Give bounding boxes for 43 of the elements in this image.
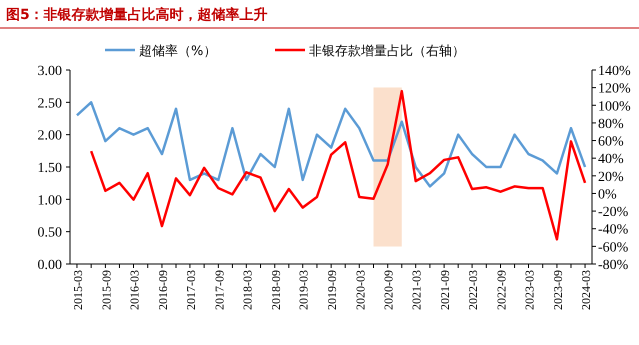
x-tick-label: 2020-03 [353, 270, 368, 310]
y-tick-label: 0.00 [38, 258, 62, 273]
x-tick-label: 2021-03 [410, 270, 424, 310]
x-tick-label: 2023-09 [550, 270, 565, 310]
y2-tick-label: 140% [598, 64, 631, 79]
y2-tick-label: 40% [598, 152, 624, 168]
x-tick-label: 2022-03 [466, 270, 480, 310]
x-tick-label: 2020-09 [382, 270, 396, 310]
y2-tick-label: -80% [598, 258, 629, 273]
y2-tick-label: 60% [598, 134, 624, 150]
legend-label: 非银存款增量占比（右轴） [309, 44, 465, 59]
line-series [90, 90, 586, 241]
x-tick-label: 2019-09 [325, 270, 340, 310]
y-tick-label: 0.50 [38, 226, 62, 241]
y-tick-label: 2.50 [38, 96, 62, 112]
y2-tick-label: -20% [598, 205, 629, 220]
y2-tick-label: 20% [598, 170, 624, 185]
x-tick-label: 2017-09 [212, 270, 226, 310]
x-tick-label: 2017-03 [184, 270, 198, 310]
y-tick-label: 1.50 [38, 161, 62, 176]
x-tick-label: 2016-09 [156, 270, 170, 310]
y2-tick-label: -40% [598, 222, 629, 238]
x-tick-label: 2024-03 [579, 270, 594, 310]
x-tick-label: 2019-03 [296, 270, 311, 310]
x-tick-label: 2018-09 [268, 270, 283, 310]
legend-label: 超储率（%） [139, 43, 216, 59]
y2-tick-label: -60% [598, 240, 629, 256]
x-tick-label: 2022-09 [494, 270, 509, 310]
y2-tick-label: 100% [598, 99, 631, 114]
y-tick-label: 2.00 [38, 128, 62, 144]
x-tick-label: 2015-03 [70, 270, 85, 310]
y2-tick-label: 0% [598, 187, 617, 202]
x-tick-label: 2015-09 [99, 270, 114, 310]
y-tick-label: 3.00 [38, 64, 62, 79]
x-tick-label: 2016-03 [128, 270, 142, 310]
y-tick-label: 1.00 [38, 193, 62, 208]
chart-title: 图5：非银存款增量占比高时，超储率上升 [6, 6, 268, 23]
line-series [76, 101, 586, 188]
x-tick-label: 2023-03 [522, 270, 536, 310]
y2-tick-label: 120% [598, 82, 631, 97]
x-tick-label: 2021-09 [438, 270, 452, 310]
x-tick-label: 2018-03 [240, 270, 254, 310]
y2-tick-label: 80% [598, 116, 624, 132]
